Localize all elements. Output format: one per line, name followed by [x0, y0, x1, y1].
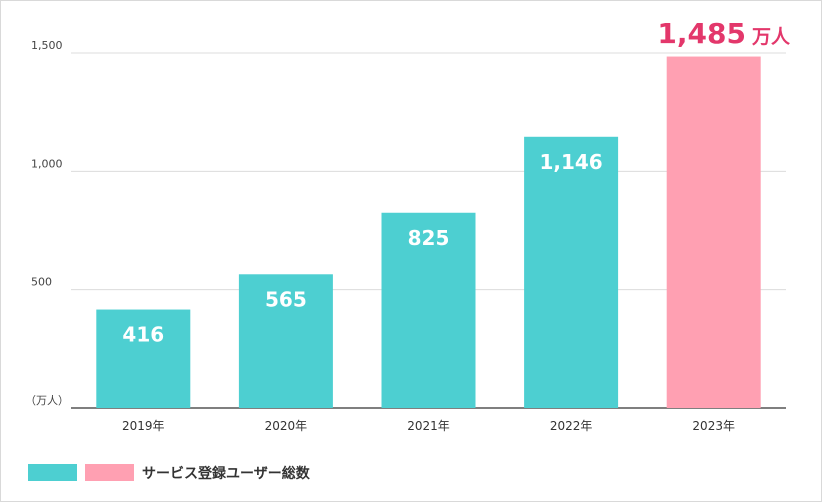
x-tick-label: 2020年: [265, 419, 308, 433]
y-tick-label: 500: [31, 276, 52, 289]
bar-value-label: 416: [122, 323, 164, 347]
legend-swatch-highlight: [85, 464, 134, 481]
legend: サービス登録ユーザー総数: [28, 464, 311, 482]
bar: [238, 274, 333, 408]
y-tick-label: 1,000: [31, 157, 63, 170]
x-tick-label: 2021年: [407, 419, 450, 433]
y-tick-label: 1,500: [31, 39, 63, 52]
bar: [381, 212, 476, 408]
bar: [524, 136, 619, 408]
bar-highlight: [666, 56, 761, 409]
highlight-value-unit: 万人: [751, 26, 791, 48]
bar: [96, 309, 191, 408]
x-tick-label: 2022年: [550, 419, 593, 433]
bar-value-label: 1,146: [539, 150, 602, 174]
x-tick-label: 2019年: [122, 419, 165, 433]
legend-label: サービス登録ユーザー総数: [142, 465, 311, 482]
bar-value-label: 565: [265, 287, 307, 311]
x-tick-label: 2023年: [692, 419, 735, 433]
bar-value-label: 825: [408, 226, 450, 250]
highlight-value-number: 1,485: [657, 17, 746, 50]
legend-swatch-main: [28, 464, 77, 481]
highlight-value-label: 1,485 万人: [657, 17, 791, 50]
y-unit-label: （万人）: [25, 394, 69, 407]
labels-layer: 2019年 416 2020年 565 2021年 825 2022年 1,146 2023年 1…: [122, 17, 791, 433]
bars-layer: [96, 56, 761, 409]
